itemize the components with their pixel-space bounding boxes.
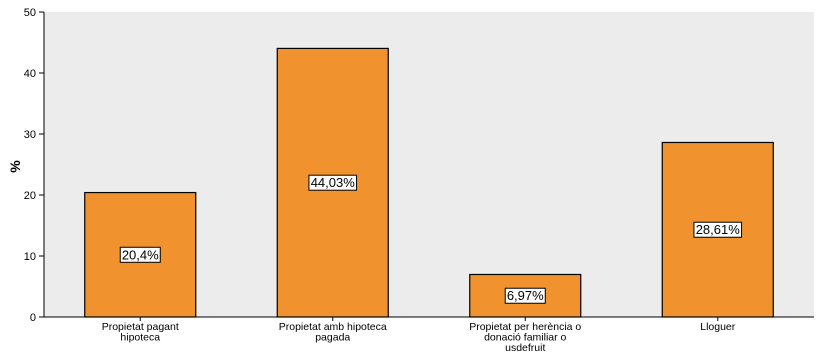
data-label: 6,97% [504,287,546,304]
y-axis-ticks: 0 10 20 30 40 50 [24,7,44,324]
x-tick-label: Propietat pagant hipoteca [102,321,179,344]
x-tick-label: Propietat per herència o donació familiar… [469,321,581,354]
x-tick-label: Lloguer [700,321,736,333]
category-labels-group: Propietat pagant hipoteca Propietat amb hi… [102,317,736,354]
y-tick-label: 40 [24,68,36,80]
y-axis-label: % [7,160,23,173]
y-tick-label: 20 [24,190,36,202]
data-label-text: 6,97% [507,288,544,303]
data-label-text: 28,61% [696,222,741,237]
data-label-box [693,221,743,238]
y-tick-label: 10 [24,251,36,263]
data-label-box [119,246,161,263]
data-label: 44,03% [308,174,358,191]
data-label-box [308,174,358,191]
y-tick-label: 50 [24,7,36,19]
x-tick-label: Propietat amb hipoteca pagada [279,321,387,344]
y-tick-label: 0 [30,312,36,324]
data-label-box [504,287,546,304]
y-tick-label: 30 [24,129,36,141]
data-label-text: 44,03% [311,175,356,190]
data-labels-group: 20,4% 44,03% 6,97% 28,61% [119,174,743,304]
data-label: 20,4% [119,246,161,263]
data-label-text: 20,4% [122,247,159,262]
data-label: 28,61% [693,221,743,238]
